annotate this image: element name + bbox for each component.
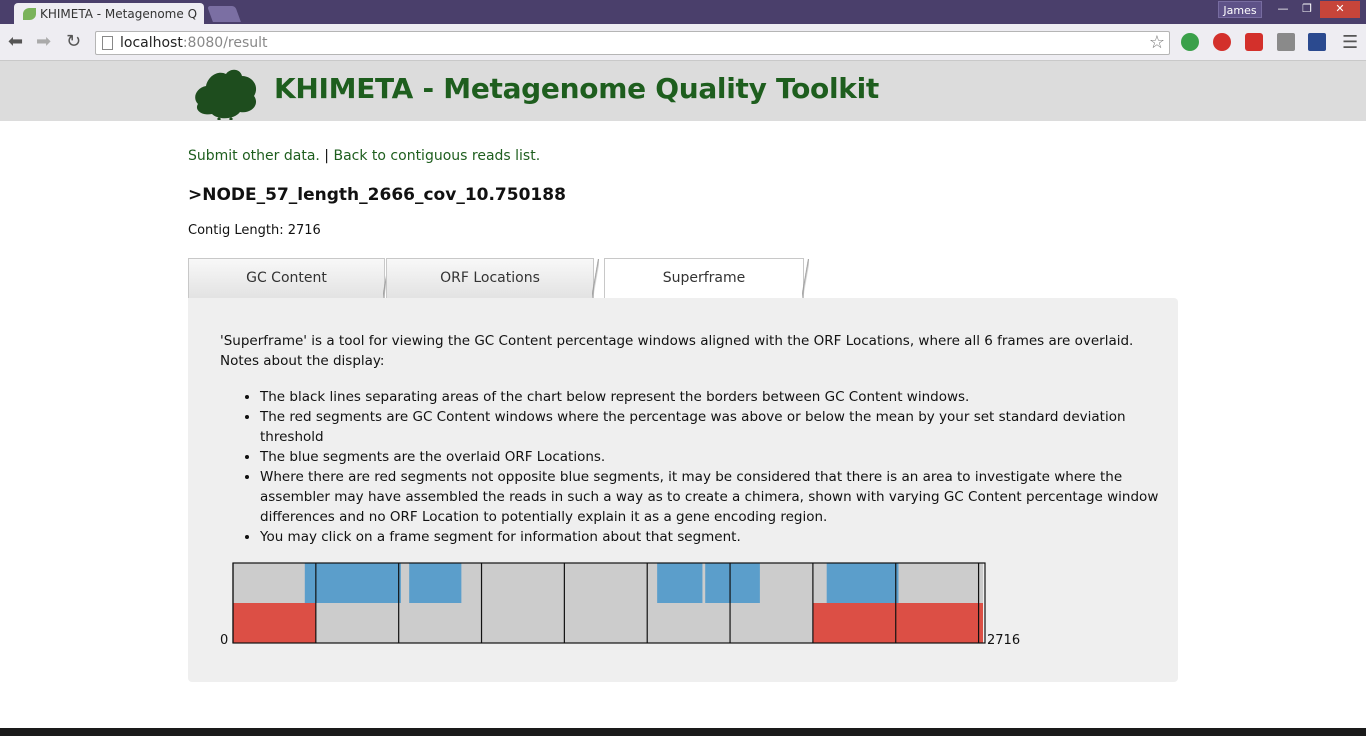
- gc-window-segment[interactable]: [315, 603, 399, 643]
- browser-menu-icon[interactable]: ☰: [1342, 32, 1359, 53]
- gc-window-segment[interactable]: [978, 603, 983, 643]
- orf-segment[interactable]: [409, 563, 462, 603]
- browser-tab-strip: KHIMETA - Metagenome Q James — ❐ ✕: [0, 0, 1366, 24]
- gc-window-segment[interactable]: [564, 603, 648, 643]
- browser-tab-title: KHIMETA - Metagenome Q: [40, 7, 198, 21]
- kiwi-logo-icon: [195, 69, 257, 120]
- gc-window-segment[interactable]: [812, 603, 896, 643]
- result-tabs: GC Content ORF Locations Superframe: [188, 258, 1178, 300]
- restore-icon[interactable]: ❐: [1302, 2, 1312, 15]
- close-icon[interactable]: ✕: [1320, 1, 1360, 18]
- tab-superframe[interactable]: Superframe: [604, 258, 809, 300]
- gc-window-segment[interactable]: [233, 603, 316, 643]
- extension-pdf-icon[interactable]: [1245, 33, 1263, 51]
- orf-segment[interactable]: [304, 563, 401, 603]
- note-item: The blue segments are the overlaid ORF L…: [260, 447, 1160, 467]
- new-tab-button[interactable]: [207, 6, 241, 22]
- site-header: KHIMETA - Metagenome Quality Toolkit: [0, 61, 1366, 121]
- site-title: KHIMETA - Metagenome Quality Toolkit: [274, 72, 879, 105]
- address-url: localhost:8080/result: [120, 35, 268, 51]
- address-bar[interactable]: localhost:8080/result ☆: [95, 31, 1170, 55]
- gc-window-segment[interactable]: [730, 603, 813, 643]
- profile-button[interactable]: James: [1218, 1, 1262, 18]
- orf-segment[interactable]: [657, 563, 703, 603]
- forward-arrow-icon[interactable]: ➡: [36, 31, 52, 52]
- note-item: The black lines separating areas of the …: [260, 387, 1160, 407]
- chart-end-label: 2716: [987, 633, 1021, 648]
- superframe-notes: The black lines separating areas of the …: [260, 387, 1160, 547]
- gc-window-segment[interactable]: [481, 603, 565, 643]
- gc-window-segment[interactable]: [647, 603, 731, 643]
- link-separator: |: [319, 148, 334, 164]
- page-icon: [102, 36, 113, 50]
- bookmark-star-icon[interactable]: ☆: [1148, 32, 1165, 53]
- extension-flag-icon[interactable]: [1308, 33, 1326, 51]
- tab-gc-content[interactable]: GC Content: [188, 258, 390, 299]
- browser-tab[interactable]: KHIMETA - Metagenome Q: [14, 3, 204, 24]
- os-taskbar: [0, 728, 1366, 736]
- superframe-intro: 'Superframe' is a tool for viewing the G…: [220, 333, 1134, 369]
- extension-adblock-icon[interactable]: [1213, 33, 1231, 51]
- nav-links: Submit other data. | Back to contiguous …: [188, 148, 540, 164]
- back-to-reads-link[interactable]: Back to contiguous reads list.: [333, 148, 541, 164]
- gc-window-segment[interactable]: [895, 603, 979, 643]
- note-item: You may click on a frame segment for inf…: [260, 527, 1160, 547]
- submit-other-data-link[interactable]: Submit other data.: [188, 148, 320, 164]
- leaf-icon: [23, 8, 36, 20]
- extension-leaf-icon[interactable]: [1181, 33, 1199, 51]
- extension-css-icon[interactable]: [1277, 33, 1295, 51]
- browser-toolbar: ⬅ ➡ ↻ localhost:8080/result ☆ ☰: [0, 24, 1366, 61]
- orf-segment[interactable]: [705, 563, 760, 603]
- superframe-chart: [232, 562, 986, 644]
- back-arrow-icon[interactable]: ⬅: [8, 31, 24, 52]
- note-item: Where there are red segments not opposit…: [260, 467, 1160, 527]
- gc-window-segment[interactable]: [398, 603, 482, 643]
- note-item: The red segments are GC Content windows …: [260, 407, 1160, 447]
- contig-length: Contig Length: 2716: [188, 223, 321, 238]
- chart-border: [232, 562, 986, 644]
- contig-name: >NODE_57_length_2666_cov_10.750188: [188, 185, 566, 205]
- chart-start-label: 0: [220, 633, 229, 648]
- tab-orf-locations[interactable]: ORF Locations: [386, 258, 599, 299]
- minimize-icon[interactable]: —: [1277, 2, 1289, 15]
- reload-icon[interactable]: ↻: [66, 31, 82, 52]
- orf-segment[interactable]: [826, 563, 899, 603]
